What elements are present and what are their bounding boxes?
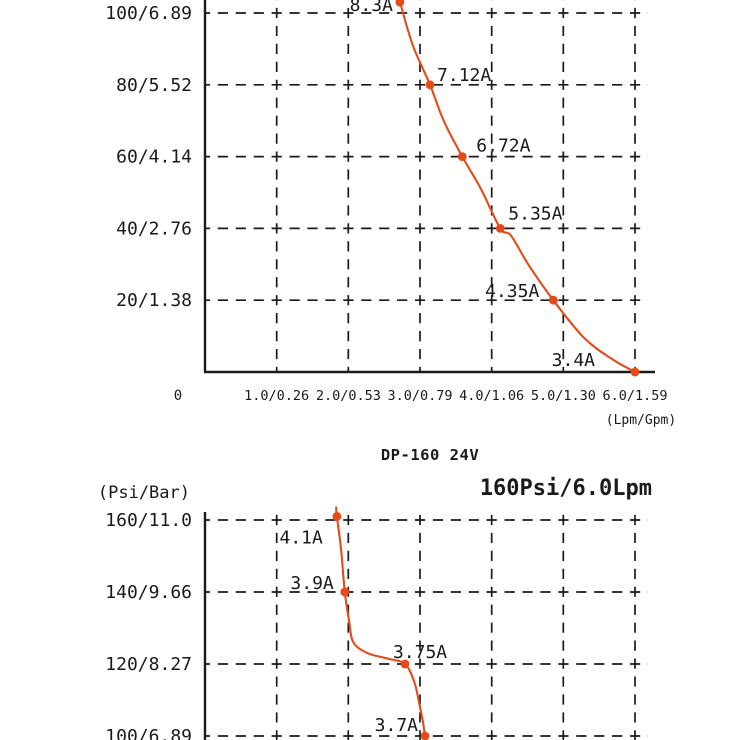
curve-point [495,224,505,233]
y-tick-label: 120/8.27 [105,654,192,675]
y-axis-unit-label: (Psi/Bar) [97,483,190,503]
y-tick-label: 80/5.52 [116,75,192,96]
y-tick-label: 160/11.0 [105,510,192,531]
current-annotation: 4.35A [485,281,539,302]
x-tick-label: 6.0/1.59 [602,388,667,404]
pump-curve-chart-top: 100/6.89 80/5.52 60/4.14 40/2.76 20/1.38 1.0/… [105,0,676,428]
current-annotation: 3.75A [393,642,447,663]
current-annotation: 6.72A [476,136,530,157]
curve-point [548,295,558,305]
current-annotation: 8.3A [350,0,394,16]
x-tick-label: 5.0/1.30 [531,388,596,404]
y-tick-label: 60/4.14 [116,147,192,168]
curve-point [420,731,430,740]
y-tick-label: 140/9.66 [105,582,192,603]
y-tick-label: 100/6.89 [105,726,192,740]
pump-curve-chart-bottom: 160/11.0 140/9.66 120/8.27 100/6.89 4.1A 3.9A… [105,506,648,740]
curve-point [340,587,350,597]
curve-point [457,152,467,162]
curve-point [400,659,410,669]
y-tick-label: 40/2.76 [116,218,192,239]
current-annotation: 4.1A [280,527,324,548]
x-tick-label: 3.0/0.79 [387,388,452,404]
x-tick-label: 4.0/1.06 [459,388,524,404]
origin-label: 0 [174,388,182,404]
y-tick-label: 20/1.38 [116,290,192,311]
performance-curve [398,0,637,374]
x-tick-label: 2.0/0.53 [316,388,381,404]
current-annotation: 3.7A [375,715,419,736]
curve-point [630,367,640,377]
performance-curve [335,506,427,740]
current-annotation: 3.4A [552,350,596,371]
curve-point [395,0,405,7]
curve-point [425,80,435,90]
chart-title: DP-160 24V [380,446,480,464]
curve-point [332,512,342,521]
y-tick-label: 100/6.89 [105,3,192,24]
x-tick-label: 1.0/0.26 [244,388,309,404]
current-annotation: 5.35A [508,203,562,224]
current-annotation: 3.9A [290,573,334,594]
chart-rating-headline: 160Psi/6.0Lpm [479,476,652,501]
x-axis-unit-label: (Lpm/Gpm) [606,413,676,428]
current-annotation: 7.12A [437,65,491,86]
